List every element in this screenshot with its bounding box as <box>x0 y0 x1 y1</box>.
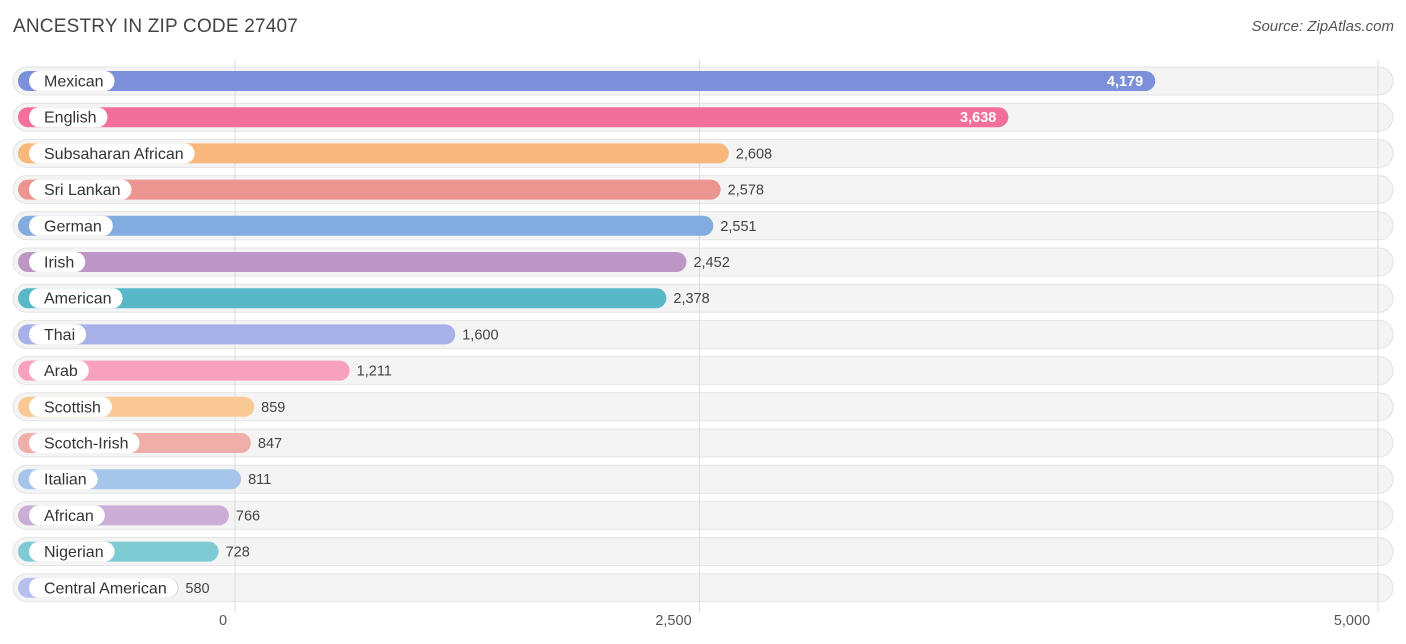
value-label: 580 <box>185 581 209 597</box>
value-label: 859 <box>261 400 285 416</box>
category-label-pill <box>29 107 108 128</box>
category-label-pill <box>29 215 113 236</box>
category-label: Nigerian <box>44 544 104 561</box>
category-label-pill <box>29 541 115 562</box>
category-label-pill <box>29 324 87 345</box>
value-label: 2,578 <box>728 183 764 199</box>
category-label-pill <box>29 433 140 453</box>
value-label: 2,608 <box>736 146 772 162</box>
value-label: 4,179 <box>1107 74 1143 90</box>
chart-source: Source: ZipAtlas.com <box>1251 18 1394 35</box>
category-label: Sri Lankan <box>44 182 121 199</box>
category-label: German <box>44 218 102 235</box>
value-label: 1,600 <box>462 327 498 343</box>
category-label: English <box>44 110 96 127</box>
row-background <box>12 428 1394 458</box>
category-label-pill <box>29 360 89 381</box>
value-label: 3,638 <box>960 110 996 126</box>
category-label-pill <box>29 505 105 526</box>
value-label: 811 <box>248 472 271 488</box>
value-label: 2,452 <box>693 255 729 271</box>
category-label: African <box>44 508 94 525</box>
bar <box>18 179 721 200</box>
x-tick-label: 2,500 <box>655 613 691 629</box>
category-label: Thai <box>44 327 75 344</box>
category-label: Central American <box>44 580 167 597</box>
value-label: 847 <box>258 436 282 452</box>
value-label: 2,551 <box>720 219 756 235</box>
category-label-pill <box>29 252 86 272</box>
category-label: Subsaharan African <box>44 146 184 163</box>
row-background <box>12 537 1394 567</box>
category-label: American <box>44 291 112 308</box>
bar <box>18 360 350 381</box>
x-tick-label: 5,000 <box>1334 613 1370 629</box>
x-tick-label: 0 <box>219 613 227 629</box>
row-background <box>12 356 1394 386</box>
category-label: Irish <box>44 255 74 272</box>
row-background <box>12 573 1394 603</box>
category-label: Arab <box>44 363 78 380</box>
category-label-pill <box>29 71 115 91</box>
bar <box>18 215 714 236</box>
bar <box>18 71 1156 91</box>
row-background <box>12 500 1394 530</box>
bar <box>18 252 687 272</box>
row-background <box>12 464 1394 494</box>
category-label-pill <box>29 577 178 598</box>
bar <box>18 143 729 164</box>
category-label-pill <box>29 396 112 417</box>
category-label-pill <box>29 469 98 490</box>
value-label: 728 <box>226 545 250 561</box>
value-label: 766 <box>236 508 260 524</box>
category-label-pill <box>29 288 123 309</box>
category-label: Mexican <box>44 74 104 91</box>
category-label: Italian <box>44 472 87 489</box>
category-label-pill <box>29 143 195 164</box>
category-label-pill <box>29 179 132 200</box>
category-label: Scotch-Irish <box>44 436 128 453</box>
row-background <box>12 392 1394 422</box>
bar <box>18 107 1009 128</box>
bar <box>18 324 456 345</box>
chart-title: ANCESTRY IN ZIP CODE 27407 <box>13 16 299 37</box>
bar <box>18 288 667 309</box>
value-label: 1,211 <box>357 364 392 380</box>
value-label: 2,378 <box>673 291 709 307</box>
category-label: Scottish <box>44 399 101 416</box>
